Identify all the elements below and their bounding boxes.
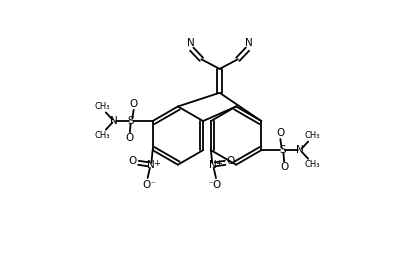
Text: CH₃: CH₃ bbox=[94, 131, 109, 140]
Text: N: N bbox=[146, 160, 154, 170]
Text: +: + bbox=[214, 159, 221, 168]
Text: N: N bbox=[110, 116, 118, 126]
Text: S: S bbox=[128, 116, 134, 126]
Text: ⁻: ⁻ bbox=[208, 180, 213, 190]
Text: O: O bbox=[129, 99, 138, 109]
Text: S: S bbox=[279, 145, 285, 155]
Text: +: + bbox=[152, 159, 159, 168]
Text: O: O bbox=[279, 162, 287, 172]
Text: N: N bbox=[244, 38, 252, 48]
Text: N: N bbox=[295, 145, 303, 155]
Text: O: O bbox=[212, 180, 221, 190]
Text: O: O bbox=[142, 180, 150, 190]
Text: O: O bbox=[128, 156, 137, 166]
Text: CH₃: CH₃ bbox=[304, 131, 319, 140]
Text: O: O bbox=[126, 133, 134, 143]
Text: O: O bbox=[275, 128, 284, 138]
Text: N: N bbox=[209, 160, 216, 170]
Text: CH₃: CH₃ bbox=[94, 102, 109, 111]
Text: CH₃: CH₃ bbox=[304, 160, 319, 169]
Text: O: O bbox=[226, 156, 234, 166]
Text: N: N bbox=[186, 38, 194, 48]
Text: ⁻: ⁻ bbox=[150, 180, 154, 190]
